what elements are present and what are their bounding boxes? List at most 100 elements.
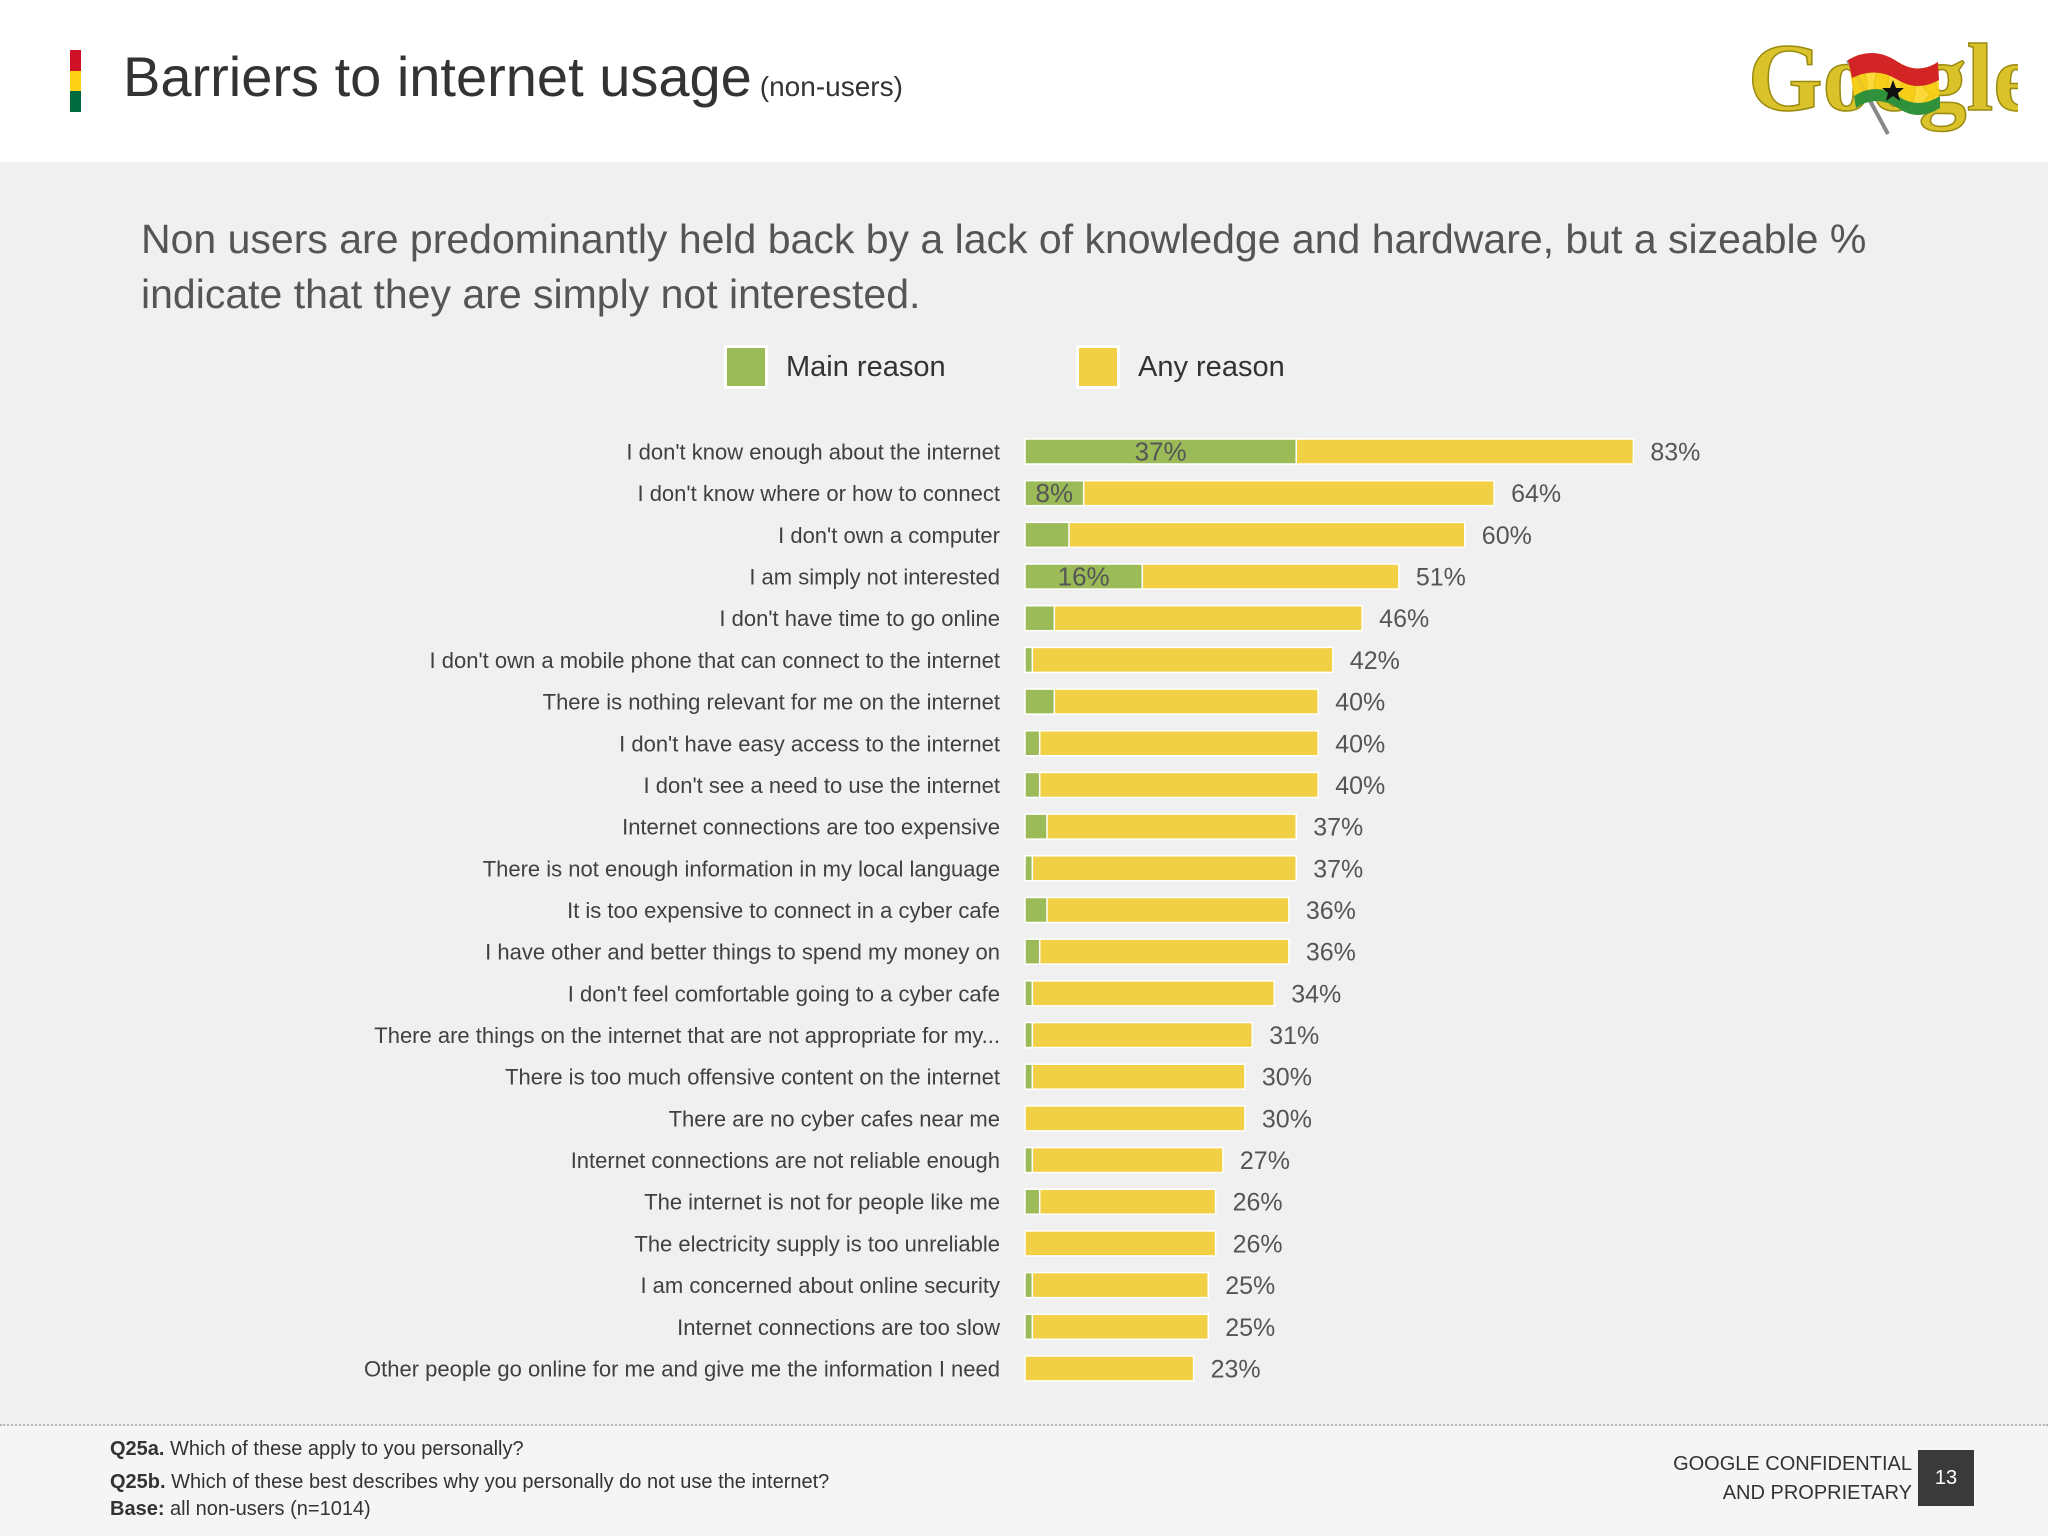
category-label: Other people go online for me and give m… xyxy=(364,1356,1000,1381)
legend-swatch-main xyxy=(724,345,768,389)
bar-any-reason xyxy=(1024,730,1319,757)
category-label: There is not enough information in my lo… xyxy=(483,856,1000,881)
any-reason-value-label: 26% xyxy=(1233,1189,1283,1217)
footnote-base: Base: all non-users (n=1014) xyxy=(110,1498,371,1521)
bar-main-reason xyxy=(1024,479,1085,507)
bar-any-reason xyxy=(1024,855,1297,882)
footnote-q25a-text: Which of these apply to you personally? xyxy=(170,1438,524,1460)
main-reason-value-label: 16% xyxy=(1058,562,1110,592)
any-reason-value-label: 83% xyxy=(1650,439,1700,467)
bar-any-reason xyxy=(1024,1146,1224,1174)
bar-main-reason xyxy=(1024,1313,1034,1341)
bar-main-reason xyxy=(1024,1271,1034,1299)
category-label: The electricity supply is too unreliable xyxy=(634,1231,1000,1256)
category-label: I don't see a need to use the internet xyxy=(644,773,1000,798)
page-number: 13 xyxy=(1918,1450,1974,1506)
bar-any-reason xyxy=(1024,771,1319,799)
bar-main-reason xyxy=(1024,604,1056,632)
bar-any-reason xyxy=(1024,688,1319,715)
confidential-notice: GOOGLE CONFIDENTIAL AND PROPRIETARY xyxy=(1673,1450,1912,1508)
bar-any-reason xyxy=(1024,1313,1209,1341)
bar-main-reason xyxy=(1024,521,1070,549)
any-reason-value-label: 51% xyxy=(1416,564,1466,592)
slide-headline: Non users are predominantly held back by… xyxy=(141,216,1867,317)
footer-divider xyxy=(0,1424,2048,1426)
any-reason-value-label: 37% xyxy=(1313,855,1363,883)
any-reason-value-label: 30% xyxy=(1262,1064,1312,1092)
logo-text: Google xyxy=(1748,30,2018,131)
barriers-bar-chart: I don't know enough about the internet 37… xyxy=(364,437,1700,1384)
category-label: It is too expensive to connect in a cybe… xyxy=(567,898,1000,923)
flag-stripe-yellow xyxy=(70,70,81,92)
footnote-q25a: Q25a. Which of these apply to you person… xyxy=(110,1438,524,1461)
bar-any-reason xyxy=(1024,813,1297,840)
google-ghana-logo: Google xyxy=(1748,30,2018,135)
confidential-line-2: AND PROPRIETARY xyxy=(1722,1482,1912,1504)
bar-any-reason xyxy=(1024,1188,1217,1215)
bar-any-reason xyxy=(1024,1021,1253,1049)
category-label: I don't have time to go online xyxy=(719,606,1000,631)
bar-main-reason xyxy=(1024,896,1048,924)
any-reason-value-label: 25% xyxy=(1225,1272,1275,1300)
main-reason-value-label: 37% xyxy=(1135,437,1187,467)
any-reason-value-label: 30% xyxy=(1262,1105,1312,1133)
category-label: I am concerned about online security xyxy=(640,1273,1000,1298)
category-label: I have other and better things to spend … xyxy=(485,940,1000,965)
bar-any-reason xyxy=(1024,1063,1246,1090)
bar-any-reason xyxy=(1024,521,1466,549)
bar-main-reason xyxy=(1024,980,1034,1007)
logo-flag-star xyxy=(1882,80,1904,101)
footnote-q25a-key: Q25a. xyxy=(110,1438,165,1460)
bar-main-reason xyxy=(1024,688,1056,715)
footnote-q25b-text: Which of these best describes why you pe… xyxy=(171,1471,830,1493)
any-reason-value-label: 37% xyxy=(1313,814,1363,842)
bar-main-reason xyxy=(1024,563,1144,590)
any-reason-value-label: 26% xyxy=(1233,1230,1283,1258)
any-reason-value-label: 42% xyxy=(1350,647,1400,675)
category-label: I don't have easy access to the internet xyxy=(619,731,1000,756)
page-title-text: Barriers to internet usage xyxy=(123,45,752,108)
bar-main-reason xyxy=(1024,771,1041,799)
confidential-line-1: GOOGLE CONFIDENTIAL xyxy=(1673,1453,1912,1475)
bar-any-reason xyxy=(1024,1271,1209,1299)
any-reason-value-label: 64% xyxy=(1511,480,1561,508)
bar-any-reason xyxy=(1024,1230,1217,1257)
footer-area xyxy=(0,1426,2048,1536)
category-label: There is nothing relevant for me on the … xyxy=(543,690,1000,715)
bar-any-reason xyxy=(1024,1105,1246,1132)
bar-main-reason xyxy=(1024,1063,1034,1090)
bar-main-reason xyxy=(1024,1021,1034,1049)
any-reason-value-label: 46% xyxy=(1379,605,1429,633)
category-label: I don't know enough about the internet xyxy=(626,440,1000,465)
any-reason-value-label: 60% xyxy=(1482,522,1532,550)
category-label: I don't own a computer xyxy=(778,523,1000,548)
category-label: Internet connections are too expensive xyxy=(622,815,1000,840)
logo-flag-red xyxy=(1848,52,1939,86)
any-reason-value-label: 40% xyxy=(1335,772,1385,800)
bar-main-reason xyxy=(1024,813,1048,840)
bar-any-reason xyxy=(1024,938,1290,965)
any-reason-value-label: 31% xyxy=(1269,1022,1319,1050)
category-label: Internet connections are not reliable en… xyxy=(571,1148,1000,1173)
header-bar: Barriers to internet usage(non-users) Go… xyxy=(0,0,2048,162)
bar-any-reason xyxy=(1024,646,1334,674)
legend-label-main: Main reason xyxy=(786,351,946,383)
any-reason-value-label: 36% xyxy=(1306,897,1356,925)
footnote-q25b: Q25b. Which of these best describes why … xyxy=(110,1471,829,1494)
bar-any-reason xyxy=(1024,980,1275,1007)
category-label: I don't own a mobile phone that can conn… xyxy=(430,648,1000,673)
flag-stripe-green xyxy=(70,91,81,112)
bar-main-reason xyxy=(1024,1146,1034,1174)
any-reason-value-label: 36% xyxy=(1306,939,1356,967)
bar-any-reason xyxy=(1024,479,1495,507)
category-label: I don't feel comfortable going to a cybe… xyxy=(568,981,1000,1006)
any-reason-value-label: 34% xyxy=(1291,980,1341,1008)
bar-main-reason xyxy=(1024,730,1041,757)
bar-main-reason xyxy=(1024,855,1034,882)
flag-accent-bar xyxy=(70,50,81,112)
category-label: There are no cyber cafes near me xyxy=(669,1106,1000,1131)
bar-any-reason xyxy=(1024,604,1363,632)
bar-any-reason xyxy=(1024,1355,1195,1382)
footnote-q25b-key: Q25b. xyxy=(110,1471,166,1493)
page-subtitle: (non-users) xyxy=(759,71,903,102)
